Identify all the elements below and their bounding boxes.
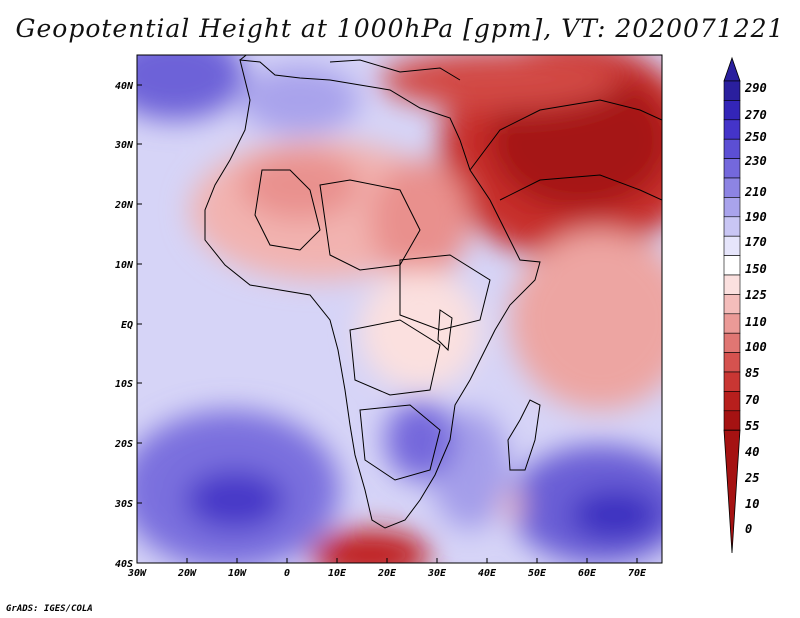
colorbar-top-arrow [723,56,741,82]
lat-label-40n: 40N [115,81,134,92]
colorbar-label: 100 [745,340,767,354]
colorbar: 290 270 250 230 210 190 170 150 125 110 … [723,56,767,554]
colorbar-swatch [723,371,741,392]
colorbar-label: 230 [744,154,767,168]
lon-label-20e: 20E [377,568,397,579]
colorbar-label: 110 [745,315,767,329]
colorbar-label: 55 [745,419,759,433]
lon-label-10w: 10W [228,568,247,579]
colorbar-label: 0 [745,522,752,536]
colorbar-swatch [723,235,741,256]
colorbar-swatch [723,197,741,218]
colorbar-label: 85 [745,366,759,380]
colorbar-swatch [723,177,741,198]
colorbar-swatch [723,119,741,140]
lon-label-10e: 10E [328,568,347,579]
colorbar-label: 170 [745,235,767,249]
colorbar-swatch [723,313,741,334]
colorbar-label: 70 [745,393,759,407]
lat-label-eq: EQ [121,320,133,331]
lat-label-20s: 20S [114,439,133,450]
colorbar-label: 290 [744,81,767,95]
colorbar-label: 125 [745,288,767,302]
colorbar-swatch [723,274,741,295]
colorbar-swatch [723,332,741,353]
lon-label-40e: 40E [478,568,497,579]
colorbar-label: 10 [745,497,759,511]
colorbar-label: 40 [745,445,759,459]
colorbar-label: 210 [744,185,767,199]
colorbar-swatch [723,138,741,159]
lat-label-30n: 30N [114,140,134,151]
colorbar-swatch [723,255,741,276]
colorbar-swatch [723,410,741,431]
colorbar-swatch [723,352,741,373]
lon-label-60e: 60E [578,568,597,579]
colorbar-swatch [723,294,741,315]
longitude-labels: 30W 20W 10W 0 10E 20E 30E 40E 50E 60E 70… [127,568,647,579]
colorbar-swatch [723,80,741,101]
colorbar-swatch [723,158,741,179]
colorbar-bottom-arrow [723,429,741,554]
coastlines [204,55,662,529]
axis-ticks [137,84,638,563]
shaded-field [137,55,662,563]
colorbar-label: 190 [745,210,767,224]
lat-label-10n: 10N [115,260,134,271]
colorbar-swatch [723,391,741,412]
colorbar-swatch [723,216,741,237]
lat-label-40s: 40S [115,559,133,570]
lon-label-30e: 30E [427,568,447,579]
lat-label-30s: 30S [114,499,133,510]
colorbar-label: 250 [744,130,767,144]
lon-label-20w: 20W [177,568,197,579]
colorbar-label: 150 [745,262,767,276]
colorbar-swatch [723,100,741,121]
credit-label: GrADS: IGES/COLA [6,604,93,614]
lon-label-0: 0 [284,568,290,579]
lon-label-50e: 50E [528,568,547,579]
lat-label-10s: 10S [115,379,133,390]
colorbar-label: 270 [744,108,767,122]
plot-frame [136,54,663,564]
lon-label-30w: 30W [127,568,147,579]
latitude-labels: 40N 30N 20N 10N EQ 10S 20S 30S 40S [114,81,134,570]
map-title: Geopotential Height at 1000hPa [gpm], VT… [15,14,785,43]
lon-label-70e: 70E [628,568,647,579]
colorbar-label: 25 [744,471,759,485]
lat-label-20n: 20N [114,200,134,211]
